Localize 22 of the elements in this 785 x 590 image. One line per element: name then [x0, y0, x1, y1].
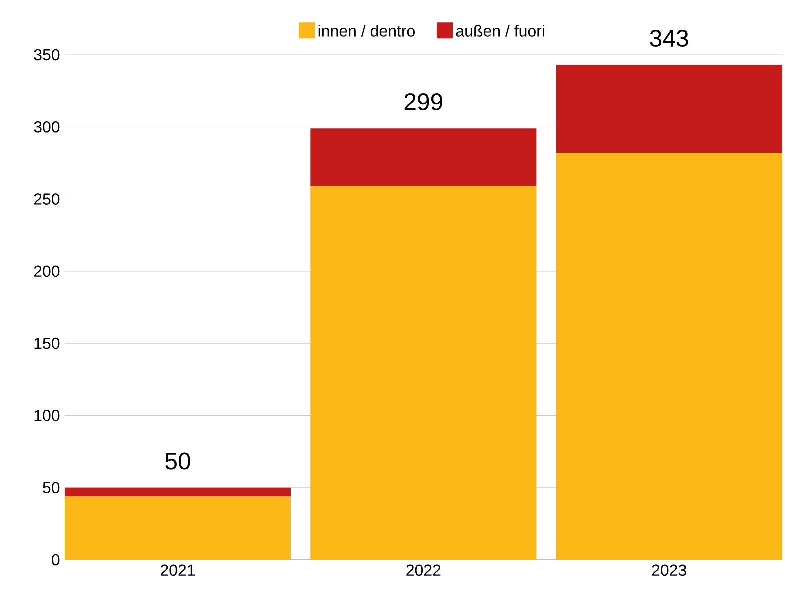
y-tick-label: 150: [34, 338, 60, 350]
x-tick-label: 2023: [652, 564, 686, 576]
y-tick-label: 350: [34, 49, 60, 61]
y-tick-label: 100: [34, 410, 60, 422]
bar: [556, 153, 782, 560]
total-label: 299: [404, 94, 443, 111]
y-tick-label: 0: [52, 554, 60, 566]
total-label: 50: [166, 452, 190, 470]
bar: [65, 488, 292, 497]
bar: [310, 186, 537, 560]
y-tick-label: 200: [34, 266, 60, 278]
bar: [65, 496, 292, 560]
y-tick-label: 250: [34, 194, 60, 205]
y-tick-label: 300: [34, 121, 60, 133]
bar: [310, 128, 537, 186]
legend-label: innen / dentro: [318, 25, 415, 37]
x-tick-label: 2022: [406, 564, 441, 576]
legend-label: außen / fuori: [456, 25, 544, 37]
y-tick-label: 50: [43, 482, 60, 494]
x-tick-label: 2021: [161, 564, 196, 576]
bar: [556, 65, 782, 154]
total-label: 343: [650, 30, 688, 48]
